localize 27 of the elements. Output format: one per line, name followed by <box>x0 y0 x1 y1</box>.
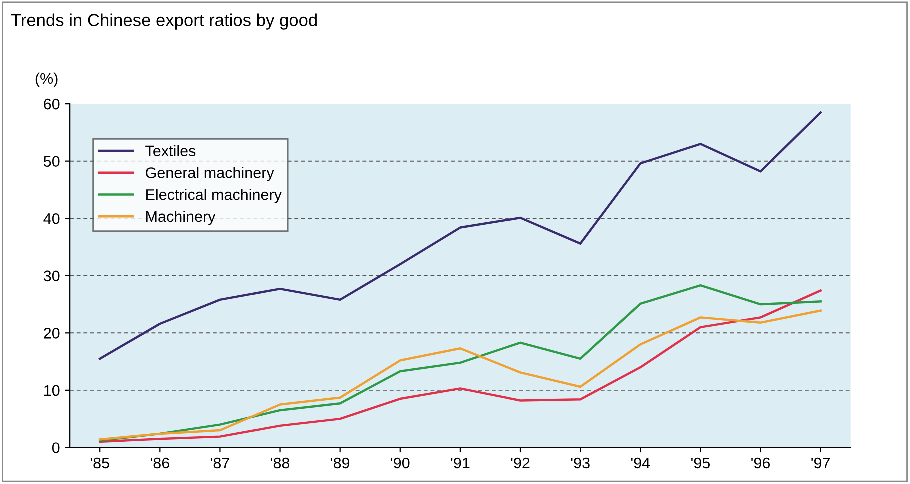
x-tick-label: '92 <box>511 458 530 469</box>
y-tick-label: 10 <box>44 385 60 396</box>
y-tick-label: 20 <box>44 328 60 339</box>
x-tick-label: '91 <box>451 458 470 469</box>
x-tick-label: '97 <box>812 458 830 469</box>
line-series <box>98 112 822 360</box>
y-tick-label: 60 <box>44 98 60 110</box>
y-tick-label: 0 <box>52 442 60 454</box>
x-tick-label: '86 <box>150 458 170 469</box>
x-tick-label: '88 <box>271 458 290 469</box>
y-tick-label: 40 <box>44 213 60 224</box>
x-tick-label: '90 <box>391 458 410 469</box>
legend-label: General machinery <box>146 167 274 182</box>
legend-label: Electrical machinery <box>146 189 282 204</box>
legend-label: Textiles <box>146 145 196 157</box>
y-tick-label: 30 <box>44 270 60 282</box>
x-tick-label: '96 <box>752 458 770 469</box>
legend-label: Machinery <box>146 210 216 226</box>
x-tick-label: '89 <box>331 458 350 469</box>
y-tick-label: 50 <box>44 156 60 168</box>
x-tick-label: '94 <box>631 458 650 469</box>
x-tick-label: '95 <box>692 458 710 469</box>
chart-title: Trends in Chinese export ratios by good <box>11 14 317 30</box>
x-tick-label: '85 <box>90 458 110 469</box>
x-tick-label: '87 <box>211 458 230 469</box>
y-axis-title: (%) <box>36 72 58 88</box>
x-tick-label: '93 <box>571 458 590 469</box>
